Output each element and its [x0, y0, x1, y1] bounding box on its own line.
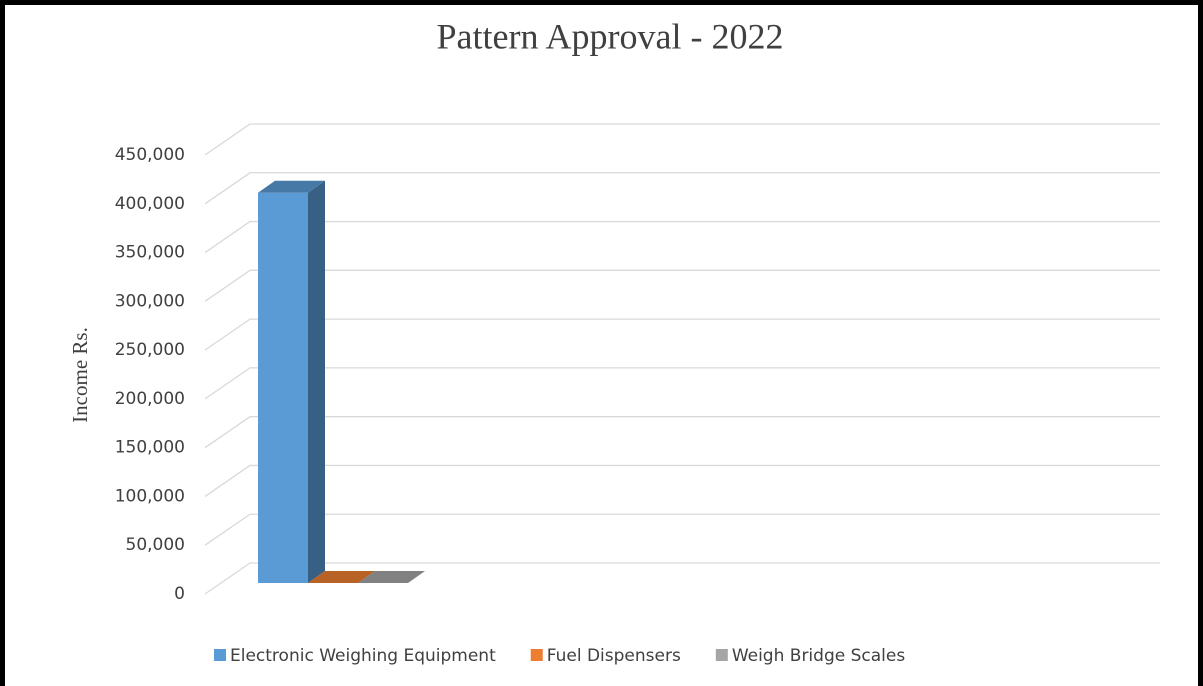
y-axis-label: Income Rs. — [68, 327, 92, 423]
y-tick-label: 200,000 — [115, 389, 185, 409]
legend-swatch — [214, 649, 226, 661]
legend-swatch — [715, 649, 728, 661]
y-tick-label: 350,000 — [115, 243, 185, 263]
y-tick-label: 50,000 — [126, 535, 185, 555]
grid-line — [204, 513, 1160, 546]
y-tick-label: 150,000 — [115, 438, 185, 458]
grid-line — [204, 562, 1160, 595]
grid-line — [204, 367, 1160, 400]
grid-line — [204, 220, 1160, 254]
bar-top — [358, 571, 425, 583]
bar — [258, 192, 308, 583]
y-tick-label: 300,000 — [115, 291, 185, 311]
legend-label: Weigh Bridge Scales — [732, 646, 906, 666]
grid-line — [204, 464, 1160, 497]
legend-label: Electronic Weighing Equipment — [230, 646, 496, 666]
y-tick-label: 400,000 — [115, 194, 185, 214]
bar-top — [308, 571, 375, 583]
grid-line — [204, 318, 1160, 351]
legend-swatch — [530, 649, 543, 661]
chart-title: Pattern Approval - 2022 — [437, 16, 784, 56]
legend-label: Fuel Dispensers — [547, 646, 681, 666]
y-tick-label: 450,000 — [115, 145, 185, 165]
grid-line — [204, 172, 1160, 205]
bar-top — [258, 180, 325, 193]
grid-line — [204, 123, 1160, 156]
grid-line — [204, 416, 1160, 449]
y-tick-label: 100,000 — [115, 486, 185, 506]
y-tick-label: 250,000 — [115, 340, 185, 360]
y-tick-label: 0 — [174, 584, 185, 604]
bar-side — [308, 180, 325, 583]
grid-line — [204, 269, 1160, 302]
